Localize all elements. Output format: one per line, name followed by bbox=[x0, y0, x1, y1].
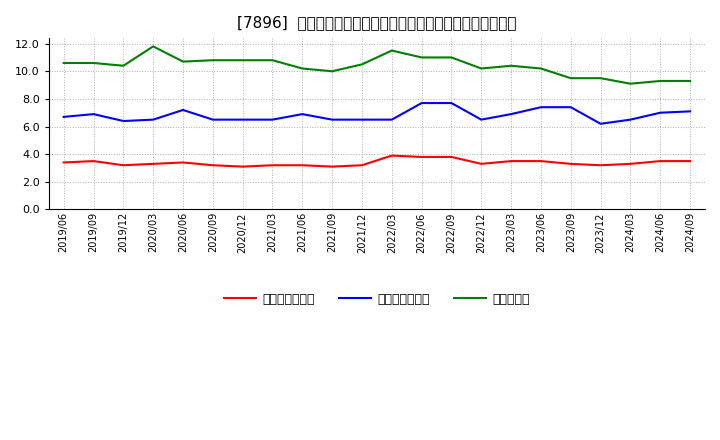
売上債権回転率 bbox=[149, 161, 158, 166]
在庫回転率 bbox=[268, 58, 276, 63]
Legend: 売上債権回転率, 買入債務回転率, 在庫回転率: 売上債権回転率, 買入債務回転率, 在庫回転率 bbox=[220, 288, 534, 311]
在庫回転率 bbox=[536, 66, 545, 71]
売上債権回転率 bbox=[209, 163, 217, 168]
売上債権回転率 bbox=[298, 163, 307, 168]
在庫回転率 bbox=[418, 55, 426, 60]
買入債務回転率 bbox=[59, 114, 68, 120]
買入債務回転率 bbox=[387, 117, 396, 122]
買入債務回転率 bbox=[626, 117, 635, 122]
売上債権回転率 bbox=[626, 161, 635, 166]
買入債務回転率 bbox=[685, 109, 694, 114]
売上債権回転率 bbox=[536, 158, 545, 164]
Line: 買入債務回転率: 買入債務回転率 bbox=[63, 103, 690, 124]
売上債権回転率 bbox=[358, 163, 366, 168]
売上債権回転率 bbox=[447, 154, 456, 160]
買入債務回転率 bbox=[507, 111, 516, 117]
買入債務回転率 bbox=[298, 111, 307, 117]
在庫回転率 bbox=[567, 76, 575, 81]
売上債権回転率 bbox=[596, 163, 605, 168]
売上債権回転率 bbox=[387, 153, 396, 158]
在庫回転率 bbox=[328, 69, 336, 74]
売上債権回転率 bbox=[59, 160, 68, 165]
買入債務回転率 bbox=[268, 117, 276, 122]
在庫回転率 bbox=[507, 63, 516, 68]
売上債権回転率 bbox=[268, 163, 276, 168]
買入債務回転率 bbox=[536, 105, 545, 110]
売上債権回転率 bbox=[418, 154, 426, 160]
買入債務回転率 bbox=[656, 110, 665, 115]
在庫回転率 bbox=[387, 48, 396, 53]
在庫回転率 bbox=[358, 62, 366, 67]
在庫回転率 bbox=[298, 66, 307, 71]
買入債務回転率 bbox=[358, 117, 366, 122]
在庫回転率 bbox=[149, 44, 158, 49]
Title: [7896]  売上債権回転率、買入債務回転率、在庫回転率の推移: [7896] 売上債権回転率、買入債務回転率、在庫回転率の推移 bbox=[237, 15, 517, 30]
在庫回転率 bbox=[656, 78, 665, 84]
買入債務回転率 bbox=[328, 117, 336, 122]
買入債務回転率 bbox=[119, 118, 127, 124]
在庫回転率 bbox=[209, 58, 217, 63]
在庫回転率 bbox=[238, 58, 247, 63]
在庫回転率 bbox=[447, 55, 456, 60]
在庫回転率 bbox=[477, 66, 485, 71]
買入債務回転率 bbox=[477, 117, 485, 122]
売上債権回転率 bbox=[507, 158, 516, 164]
売上債権回転率 bbox=[238, 164, 247, 169]
売上債権回転率 bbox=[477, 161, 485, 166]
売上債権回転率 bbox=[567, 161, 575, 166]
買入債務回転率 bbox=[209, 117, 217, 122]
買入債務回転率 bbox=[567, 105, 575, 110]
買入債務回転率 bbox=[179, 107, 187, 113]
在庫回転率 bbox=[596, 76, 605, 81]
売上債権回転率 bbox=[656, 158, 665, 164]
在庫回転率 bbox=[626, 81, 635, 86]
買入債務回転率 bbox=[418, 100, 426, 106]
在庫回転率 bbox=[89, 60, 98, 66]
売上債権回転率 bbox=[328, 164, 336, 169]
買入債務回転率 bbox=[238, 117, 247, 122]
在庫回転率 bbox=[685, 78, 694, 84]
売上債権回転率 bbox=[685, 158, 694, 164]
売上債権回転率 bbox=[179, 160, 187, 165]
売上債権回転率 bbox=[119, 163, 127, 168]
買入債務回転率 bbox=[447, 100, 456, 106]
Line: 在庫回転率: 在庫回転率 bbox=[63, 46, 690, 84]
在庫回転率 bbox=[59, 60, 68, 66]
買入債務回転率 bbox=[149, 117, 158, 122]
買入債務回転率 bbox=[89, 111, 98, 117]
Line: 売上債権回転率: 売上債権回転率 bbox=[63, 156, 690, 167]
在庫回転率 bbox=[119, 63, 127, 68]
買入債務回転率 bbox=[596, 121, 605, 126]
売上債権回転率 bbox=[89, 158, 98, 164]
在庫回転率 bbox=[179, 59, 187, 64]
